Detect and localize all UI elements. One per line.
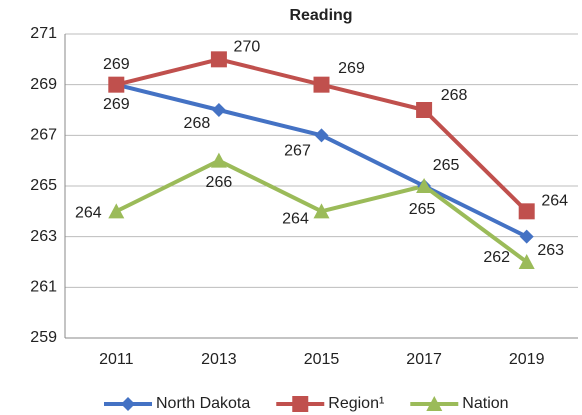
data-label: 267 bbox=[284, 143, 311, 160]
x-tick-label: 2011 bbox=[99, 351, 134, 368]
data-label: 268 bbox=[184, 115, 211, 132]
data-label: 266 bbox=[206, 174, 233, 191]
data-label: 264 bbox=[282, 211, 309, 228]
legend-label: Region¹ bbox=[328, 395, 384, 412]
data-label: 265 bbox=[409, 201, 436, 218]
point bbox=[426, 396, 443, 411]
chart-title: Reading bbox=[289, 7, 352, 24]
data-label: 268 bbox=[441, 87, 468, 104]
point bbox=[519, 229, 534, 244]
point bbox=[416, 178, 433, 193]
point bbox=[416, 102, 433, 118]
data-label: 264 bbox=[541, 193, 568, 210]
x-tick-label: 2013 bbox=[201, 351, 237, 368]
data-label: 262 bbox=[483, 249, 510, 266]
y-tick-label: 267 bbox=[30, 127, 57, 144]
data-label: 270 bbox=[234, 39, 261, 56]
y-tick-label: 261 bbox=[30, 279, 57, 296]
data-label: 269 bbox=[103, 56, 130, 73]
data-label: 264 bbox=[75, 205, 102, 222]
x-tick-label: 2017 bbox=[406, 351, 442, 368]
x-tick-label: 2015 bbox=[304, 351, 340, 368]
point bbox=[292, 396, 309, 412]
data-label: 269 bbox=[103, 96, 130, 113]
y-tick-label: 265 bbox=[30, 177, 57, 194]
point bbox=[313, 203, 330, 219]
data-label: 263 bbox=[537, 242, 564, 259]
y-tick-label: 269 bbox=[30, 76, 57, 93]
y-tick-label: 259 bbox=[30, 329, 57, 346]
legend-label: North Dakota bbox=[156, 395, 250, 412]
legend-label: Nation bbox=[462, 395, 508, 412]
point bbox=[518, 203, 535, 220]
data-label: 269 bbox=[338, 60, 365, 77]
point bbox=[108, 203, 125, 219]
x-tick-label: 2019 bbox=[509, 351, 545, 368]
point bbox=[210, 152, 227, 168]
point bbox=[121, 397, 135, 411]
point bbox=[518, 254, 535, 269]
y-tick-label: 271 bbox=[30, 25, 57, 42]
data-label: 265 bbox=[433, 157, 460, 174]
y-tick-label: 263 bbox=[30, 228, 57, 245]
point bbox=[210, 51, 227, 68]
point bbox=[313, 76, 330, 93]
point bbox=[314, 128, 329, 143]
point bbox=[211, 103, 226, 117]
point bbox=[108, 76, 125, 93]
